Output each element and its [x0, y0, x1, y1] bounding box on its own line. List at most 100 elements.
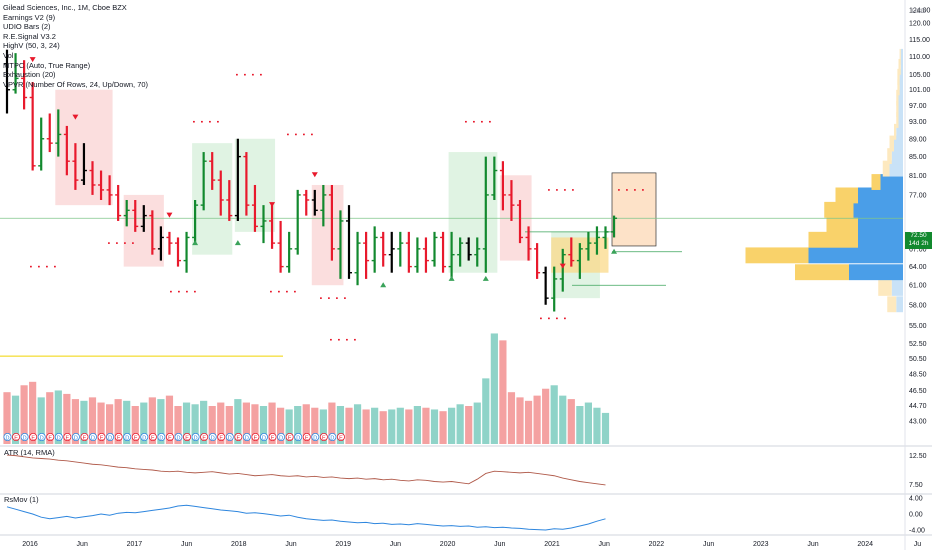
earnings-marker [20, 432, 29, 441]
signal-dot [38, 265, 40, 268]
earnings-marker-label: E [48, 435, 52, 441]
volume-bar [311, 407, 319, 444]
vpvr-row-down [896, 296, 903, 313]
volume-bar [490, 333, 498, 444]
signal-dot [344, 297, 346, 299]
indicator-udio[interactable]: UDIO Bars (2) [3, 22, 51, 32]
volume-bar [29, 381, 37, 444]
vpvr-row-up [887, 296, 897, 313]
rsmov-pane-label[interactable]: RsMov (1) [4, 495, 39, 504]
vpvr-row-down [899, 79, 903, 96]
volume-bar [559, 395, 567, 444]
price-axis-label: 93.00 [909, 119, 927, 126]
volume-bar [242, 402, 250, 444]
signal-dot [236, 73, 238, 76]
volume-bar [37, 397, 45, 444]
indicator-mtpc[interactable]: MTPC (Auto, True Range) [3, 60, 91, 70]
earnings-marker-label: D [279, 435, 283, 441]
signal-box [311, 184, 344, 286]
volume-bar [362, 409, 370, 444]
earnings-marker [191, 432, 200, 441]
signal-dot [270, 290, 272, 293]
signal-dot [209, 120, 211, 123]
earnings-marker [200, 432, 209, 441]
vpvr-row-down [808, 247, 903, 264]
rsmov-line [6, 504, 606, 531]
signal-dot [193, 120, 195, 123]
volume-bar [106, 404, 114, 444]
earnings-marker [165, 432, 174, 441]
atr-pane-label[interactable]: ATR (14, RMA) [4, 448, 55, 457]
indicator-vol[interactable]: Vol [3, 50, 14, 60]
time-axis-label: Jun [390, 541, 401, 548]
volume-bar [20, 385, 28, 444]
buy-signal-icon [380, 282, 387, 288]
time-axis-label: 2023 [753, 541, 769, 548]
earnings-marker [80, 432, 89, 441]
indicator-earnings[interactable]: Earnings V2 (9) [3, 12, 56, 22]
signal-dot [178, 290, 180, 293]
indicator-highv[interactable]: HighV (50, 3, 24) [3, 41, 60, 51]
vpvr-row-down [900, 58, 903, 75]
volume-bar [123, 400, 131, 444]
symbol-title[interactable]: Gilead Sciences, Inc., 1M, Cboe BZX [3, 3, 127, 12]
sell-signal-icon [269, 202, 276, 208]
vpvr-row-up [878, 279, 892, 296]
earnings-marker [319, 432, 328, 441]
earnings-marker-label: D [6, 435, 10, 441]
time-axis-label: Jun [703, 541, 714, 548]
volume-bar [448, 407, 456, 444]
signal-dot [346, 338, 348, 341]
projection-box [611, 172, 657, 247]
signal-dot [170, 290, 172, 293]
earnings-marker-label: D [57, 435, 61, 441]
price-axis-label: 89.00 [909, 136, 927, 143]
signal-dot [108, 242, 110, 244]
indicator-vpvr[interactable]: VPVR (Number Of Rows, 24, Up/Down, 70) [3, 79, 149, 89]
time-axis[interactable]: 2016 Jun 2017 Jun 2018 Jun 2019 Jun 2020 Jun 2021 J… [22, 541, 921, 548]
price-axis-label: 120.00 [909, 20, 931, 27]
signal-dot [338, 338, 340, 341]
vpvr-row-up [894, 123, 897, 140]
volume-bar [516, 397, 524, 444]
earnings-marker [217, 432, 226, 441]
buy-signal-icon [234, 240, 241, 246]
vpvr-row-up [808, 231, 858, 248]
earnings-marker-label: E [305, 435, 309, 441]
volume-bar [533, 395, 541, 444]
vpvr-row-down [858, 231, 903, 248]
vpvr-row-down [858, 216, 903, 233]
price-axis-label: 101.00 [909, 87, 931, 94]
level-lines [0, 73, 903, 357]
signal-dot [201, 120, 203, 123]
vpvr-row-up [826, 216, 858, 233]
indicator-exhaustion[interactable]: Exhaustion (20) [3, 70, 56, 80]
volume-bar [71, 399, 79, 444]
earnings-marker [294, 432, 303, 441]
earnings-marker-label: E [14, 435, 18, 441]
volume-bar [550, 385, 558, 444]
earnings-marker [285, 432, 294, 441]
volume-bar [302, 404, 310, 444]
time-axis-label: 2022 [649, 541, 665, 548]
earnings-marker [277, 432, 286, 441]
earnings-marker [54, 432, 63, 441]
vpvr-row-down [898, 89, 903, 106]
buy-signal-icon [448, 275, 455, 281]
vpvr-row-down [894, 135, 903, 152]
volume-bar [3, 392, 11, 444]
price-axis-label: 97.00 [909, 103, 927, 110]
indicator-resignal[interactable]: R.E.Signal V3.2 [3, 31, 56, 41]
buy-signal-icon [611, 248, 618, 254]
price-axis-label: 105.00 [909, 72, 931, 79]
price-axis[interactable]: 124.00 120.00 115.00 110.00 105.00 101.00 97.0… [909, 8, 931, 535]
volume-bar [593, 407, 601, 444]
earnings-marker-label: E [185, 435, 189, 441]
volume-bars [3, 333, 610, 444]
vpvr-row-down [891, 279, 903, 296]
signal-dot [278, 290, 280, 293]
signal-dot [132, 242, 134, 244]
earnings-marker-label: E [322, 435, 326, 441]
volume-bar [542, 388, 550, 444]
